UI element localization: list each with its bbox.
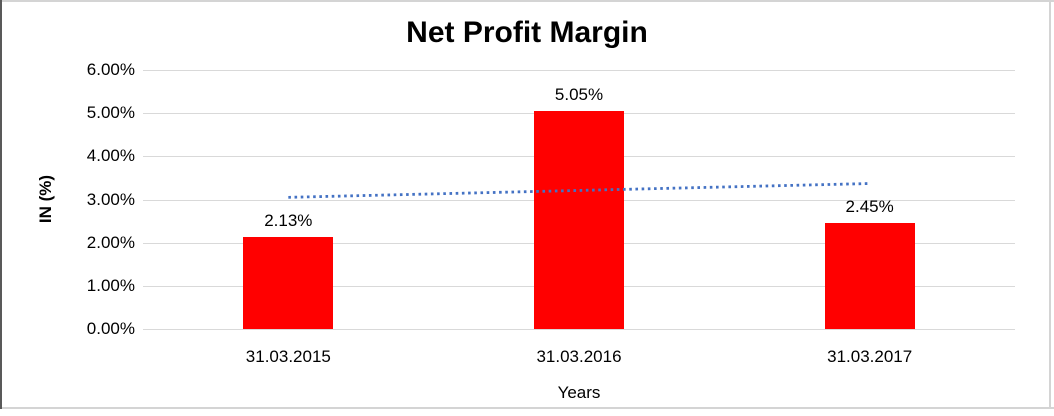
x-category-label: 31.03.2015 bbox=[245, 347, 331, 366]
bar-data-label: 5.05% bbox=[554, 85, 604, 104]
x-category-label: 31.03.2017 bbox=[827, 347, 913, 366]
bar bbox=[243, 237, 334, 329]
frame-border-top bbox=[0, 0, 1054, 2]
y-tick-label: 6.00% bbox=[86, 60, 135, 79]
y-tick-label: 3.00% bbox=[86, 189, 135, 209]
x-category-label: 31.03.2016 bbox=[536, 347, 622, 366]
gridline bbox=[143, 70, 1015, 71]
chart-title: Net Profit Margin bbox=[406, 16, 648, 49]
y-tick-label: 0.00% bbox=[86, 319, 135, 338]
frame-border-left bbox=[0, 0, 2, 409]
frame-border-bottom bbox=[0, 407, 1054, 409]
y-tick-label: 4.00% bbox=[86, 146, 135, 166]
y-tick-label: 1.00% bbox=[86, 275, 135, 295]
y-tick-label: 5.00% bbox=[86, 103, 135, 123]
gridline bbox=[143, 329, 1015, 330]
bar-data-label: 2.13% bbox=[264, 211, 313, 231]
frame-border-right bbox=[1049, 0, 1051, 409]
x-axis-title: Years bbox=[557, 383, 601, 402]
bar bbox=[534, 111, 624, 329]
y-tick-label: 2.00% bbox=[86, 232, 135, 252]
bar bbox=[824, 223, 915, 329]
bar-data-label: 2.45% bbox=[845, 197, 894, 217]
